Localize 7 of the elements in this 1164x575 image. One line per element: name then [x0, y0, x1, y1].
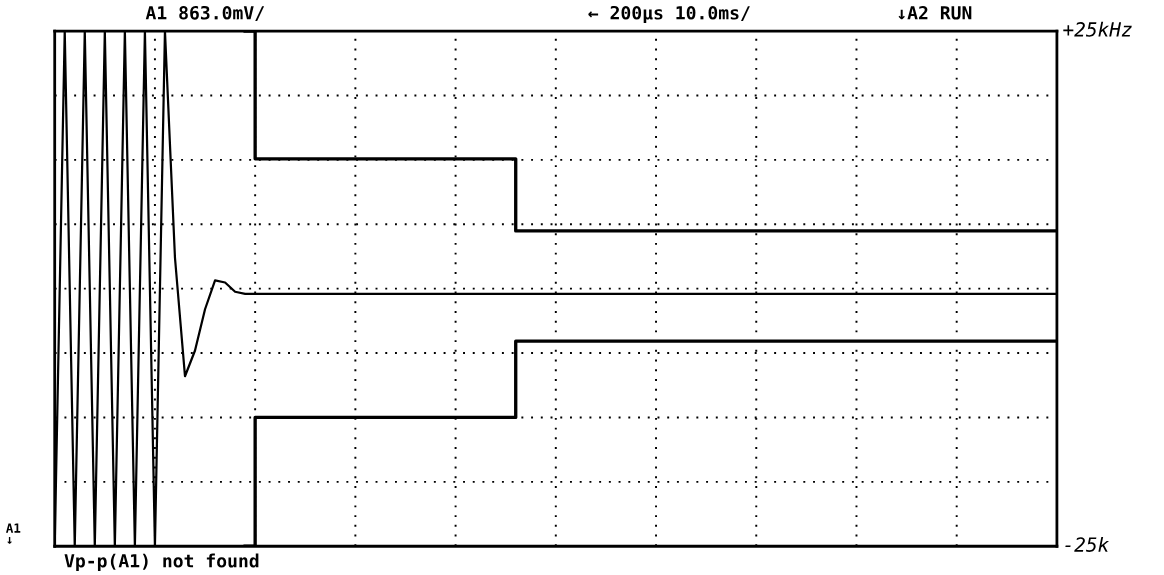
y-tick-label: +25kHz — [1063, 21, 1132, 37]
text: Vp-p(A1) not found — [64, 553, 259, 572]
text: ← 200µs 10.0ms/ — [588, 5, 750, 24]
text: ↓A2 RUN — [898, 5, 972, 20]
text: A1 ↓ — [6, 523, 21, 544]
y-tick-label: -25k — [1065, 536, 1110, 552]
text: A1 863.0mV/ — [145, 5, 265, 22]
